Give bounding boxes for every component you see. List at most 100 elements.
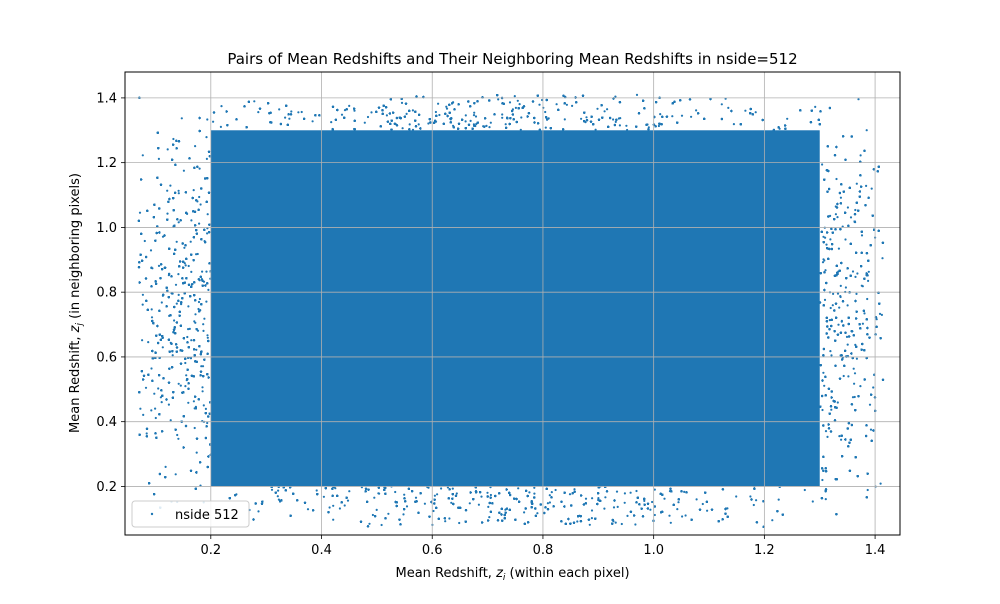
scatter-point xyxy=(681,515,683,517)
scatter-point xyxy=(856,272,858,274)
scatter-point xyxy=(514,95,516,97)
scatter-point xyxy=(452,488,454,490)
scatter-point xyxy=(196,452,198,454)
scatter-point xyxy=(576,520,578,522)
scatter-point xyxy=(838,435,840,437)
scatter-point xyxy=(316,489,318,491)
scatter-point xyxy=(194,313,196,315)
scatter-point xyxy=(203,318,205,320)
scatter-point xyxy=(175,284,177,286)
scatter-point xyxy=(197,253,199,255)
scatter-point xyxy=(487,506,489,508)
scatter-point xyxy=(205,408,207,410)
scatter-point xyxy=(166,190,168,192)
scatter-point xyxy=(142,154,144,156)
scatter-point xyxy=(176,303,178,305)
scatter-point xyxy=(840,285,842,287)
scatter-point xyxy=(564,118,566,120)
scatter-point xyxy=(825,244,827,246)
scatter-point xyxy=(744,110,746,112)
scatter-point xyxy=(549,501,551,503)
scatter-point xyxy=(284,117,286,119)
scatter-point xyxy=(865,185,867,187)
scatter-point xyxy=(139,212,141,214)
scatter-point xyxy=(142,294,144,296)
scatter-point xyxy=(207,213,209,215)
scatter-point xyxy=(881,257,883,259)
scatter-point xyxy=(330,121,332,123)
scatter-point xyxy=(617,506,619,508)
scatter-point xyxy=(870,429,872,431)
scatter-point xyxy=(185,264,187,266)
scatter-point xyxy=(683,491,685,493)
scatter-point xyxy=(206,158,208,160)
scatter-point xyxy=(198,223,200,225)
scatter-point xyxy=(821,163,823,165)
scatter-point xyxy=(488,516,490,518)
scatter-point xyxy=(850,216,852,218)
scatter-point xyxy=(612,118,614,120)
scatter-point xyxy=(205,136,207,138)
scatter-point xyxy=(199,168,201,170)
scatter-point xyxy=(856,183,858,185)
scatter-point xyxy=(401,102,403,104)
scatter-point xyxy=(853,383,855,385)
scatter-point xyxy=(194,145,196,147)
scatter-point xyxy=(440,487,442,489)
scatter-point xyxy=(871,188,873,190)
scatter-point xyxy=(838,307,840,309)
scatter-point xyxy=(202,365,204,367)
scatter-point xyxy=(862,285,864,287)
scatter-point xyxy=(207,337,209,339)
scatter-point xyxy=(591,517,593,519)
scatter-point xyxy=(386,114,388,116)
scatter-point xyxy=(473,114,475,116)
scatter-point xyxy=(473,112,475,114)
scatter-point xyxy=(663,498,665,500)
scatter-point xyxy=(173,319,175,321)
scatter-point xyxy=(206,422,208,424)
scatter-point xyxy=(456,492,458,494)
scatter-point xyxy=(290,110,292,112)
scatter-point xyxy=(880,483,882,485)
scatter-point xyxy=(735,495,737,497)
scatter-point xyxy=(154,408,156,410)
scatter-point xyxy=(145,387,147,389)
scatter-point xyxy=(616,491,618,493)
scatter-point xyxy=(432,510,434,512)
scatter-point xyxy=(188,265,190,267)
scatter-point xyxy=(434,495,436,497)
scatter-point xyxy=(344,504,346,506)
scatter-point xyxy=(347,500,349,502)
scatter-point xyxy=(402,127,404,129)
scatter-point xyxy=(872,386,874,388)
scatter-point xyxy=(184,362,186,364)
scatter-point xyxy=(545,127,547,129)
scatter-point xyxy=(153,393,155,395)
scatter-point xyxy=(368,523,370,525)
scatter-point xyxy=(863,312,865,314)
scatter-point xyxy=(867,280,869,282)
scatter-point xyxy=(825,498,827,500)
scatter-point xyxy=(528,491,530,493)
scatter-point xyxy=(312,120,314,122)
scatter-point xyxy=(690,116,692,118)
scatter-point xyxy=(636,94,638,96)
scatter-point xyxy=(830,354,832,356)
scatter-point xyxy=(814,106,816,108)
scatter-point xyxy=(201,271,203,273)
scatter-point xyxy=(852,396,854,398)
scatter-point xyxy=(635,490,637,492)
scatter-point xyxy=(288,118,290,120)
scatter-point xyxy=(536,512,538,514)
scatter-point xyxy=(844,238,846,240)
scatter-point xyxy=(418,123,420,125)
scatter-point xyxy=(162,346,164,348)
scatter-point xyxy=(146,432,148,434)
scatter-point xyxy=(201,386,203,388)
scatter-point xyxy=(353,110,355,112)
scatter-point xyxy=(177,273,179,275)
scatter-point xyxy=(822,258,824,260)
scatter-point xyxy=(505,123,507,125)
